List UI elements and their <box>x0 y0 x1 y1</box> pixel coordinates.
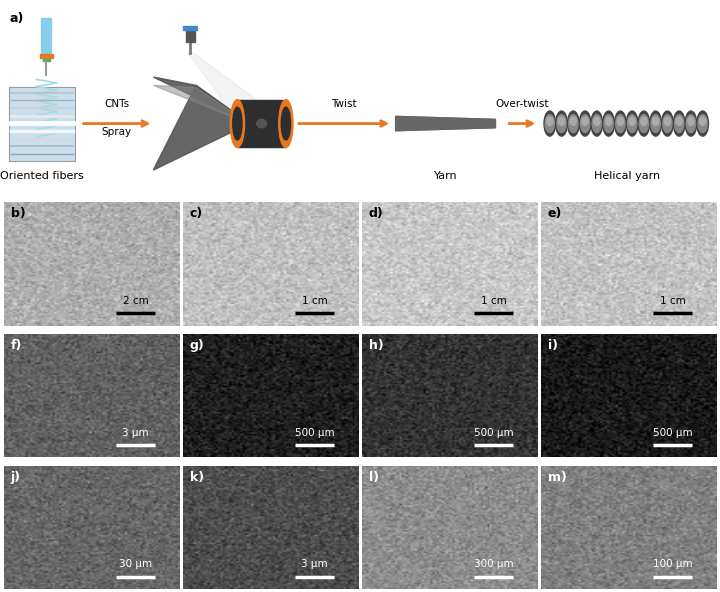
Ellipse shape <box>639 115 649 133</box>
Ellipse shape <box>686 115 696 133</box>
Text: 2 cm: 2 cm <box>122 296 148 306</box>
Ellipse shape <box>673 111 685 136</box>
Polygon shape <box>396 117 495 131</box>
Ellipse shape <box>569 115 578 133</box>
Text: f): f) <box>11 339 22 352</box>
Text: 300 μm: 300 μm <box>474 559 513 570</box>
Ellipse shape <box>556 111 567 136</box>
Ellipse shape <box>664 117 670 126</box>
Ellipse shape <box>685 111 697 136</box>
Text: 1 cm: 1 cm <box>480 296 506 306</box>
Bar <box>186 30 194 43</box>
Bar <box>183 25 197 30</box>
Ellipse shape <box>641 117 647 126</box>
Text: g): g) <box>189 339 204 352</box>
Text: b): b) <box>11 207 25 220</box>
Text: 100 μm: 100 μm <box>652 559 692 570</box>
Text: d): d) <box>369 207 383 220</box>
Ellipse shape <box>233 107 242 140</box>
Ellipse shape <box>279 99 293 147</box>
Ellipse shape <box>557 115 566 133</box>
Text: a): a) <box>9 12 24 25</box>
Polygon shape <box>153 85 250 170</box>
Text: Twist: Twist <box>330 99 356 110</box>
Text: c): c) <box>189 207 203 220</box>
Ellipse shape <box>698 115 707 133</box>
Ellipse shape <box>663 115 672 133</box>
Bar <box>238 99 286 147</box>
Text: 3 μm: 3 μm <box>301 559 328 570</box>
Ellipse shape <box>662 111 673 136</box>
Ellipse shape <box>650 111 662 136</box>
Ellipse shape <box>615 111 626 136</box>
Ellipse shape <box>603 111 614 136</box>
Ellipse shape <box>230 99 245 147</box>
Ellipse shape <box>567 111 579 136</box>
Ellipse shape <box>697 111 708 136</box>
Ellipse shape <box>593 115 601 133</box>
Ellipse shape <box>282 107 290 140</box>
Polygon shape <box>153 77 250 124</box>
Ellipse shape <box>638 111 649 136</box>
Ellipse shape <box>626 111 638 136</box>
Text: 30 μm: 30 μm <box>119 559 152 570</box>
Ellipse shape <box>582 117 588 126</box>
Text: h): h) <box>369 339 383 352</box>
Ellipse shape <box>546 117 553 126</box>
Ellipse shape <box>545 115 554 133</box>
Text: Helical yarn: Helical yarn <box>593 171 660 181</box>
Ellipse shape <box>580 111 591 136</box>
Text: Over-twist: Over-twist <box>495 99 549 110</box>
Ellipse shape <box>676 117 683 126</box>
Text: 3 μm: 3 μm <box>122 427 149 437</box>
Ellipse shape <box>699 117 706 126</box>
Polygon shape <box>187 53 256 147</box>
Ellipse shape <box>629 117 635 126</box>
Bar <box>41 18 51 57</box>
Text: j): j) <box>11 471 21 484</box>
Text: i): i) <box>548 339 557 352</box>
Ellipse shape <box>651 115 660 133</box>
Bar <box>9 86 75 161</box>
Bar <box>40 54 53 58</box>
Text: 500 μm: 500 μm <box>294 427 334 437</box>
Ellipse shape <box>688 117 694 126</box>
Ellipse shape <box>256 120 266 128</box>
Ellipse shape <box>570 117 577 126</box>
Text: l): l) <box>369 471 379 484</box>
Polygon shape <box>396 117 495 131</box>
Ellipse shape <box>675 115 684 133</box>
Ellipse shape <box>604 115 613 133</box>
Text: m): m) <box>548 471 567 484</box>
Text: 1 cm: 1 cm <box>660 296 685 306</box>
Text: Oriented fibers: Oriented fibers <box>0 171 84 181</box>
Ellipse shape <box>580 115 590 133</box>
Polygon shape <box>153 85 250 124</box>
Bar <box>43 56 50 62</box>
Ellipse shape <box>617 117 624 126</box>
Text: Spray: Spray <box>102 127 132 137</box>
Text: 1 cm: 1 cm <box>302 296 328 306</box>
Ellipse shape <box>591 111 603 136</box>
Text: e): e) <box>548 207 562 220</box>
Text: k): k) <box>189 471 204 484</box>
Ellipse shape <box>593 117 600 126</box>
Text: 500 μm: 500 μm <box>474 427 513 437</box>
Ellipse shape <box>544 111 556 136</box>
Ellipse shape <box>616 115 625 133</box>
Text: Yarn: Yarn <box>433 171 457 181</box>
Text: CNTs: CNTs <box>104 99 130 110</box>
Ellipse shape <box>606 117 612 126</box>
Ellipse shape <box>558 117 564 126</box>
Text: 500 μm: 500 μm <box>652 427 692 437</box>
Ellipse shape <box>628 115 636 133</box>
Ellipse shape <box>652 117 659 126</box>
